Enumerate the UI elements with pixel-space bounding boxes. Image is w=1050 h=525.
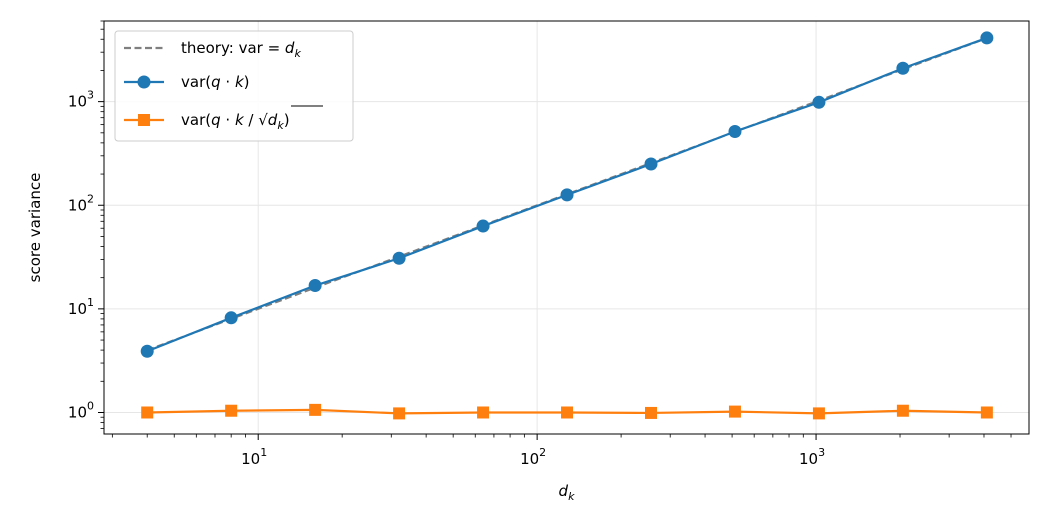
series-2-point (309, 403, 322, 416)
x-tick-label: 101 (241, 446, 267, 468)
series-2-point (561, 406, 574, 419)
series-1-point (980, 31, 994, 45)
y-tick-label: 103 (68, 89, 94, 111)
series-1-point (812, 95, 826, 109)
series-2-point (812, 407, 825, 420)
series-2-point (225, 404, 238, 417)
legend-entries: theory: var = dk var(q · k) var(q · k / √d… (124, 39, 323, 132)
axes-frame (103, 20, 1030, 435)
series-2-point (393, 407, 406, 420)
legend-label-0: theory: var = dk (181, 39, 301, 60)
legend-swatch-marker-2 (138, 114, 150, 126)
series-2-point (645, 406, 658, 419)
series-1-point (896, 61, 910, 75)
series-1-point (224, 311, 238, 325)
legend-box (114, 30, 354, 142)
y-tick-label: 101 (68, 296, 94, 318)
ticks: 101 102 103 100 101 102 103 (68, 20, 1012, 468)
series-layer (140, 31, 994, 420)
legend-swatch-marker-1 (137, 75, 151, 89)
series-2-point (980, 406, 993, 419)
series-1-point (392, 251, 406, 265)
x-tick-label: 103 (799, 446, 825, 468)
y-axis-label: score variance (26, 173, 44, 283)
series-2-point (477, 406, 490, 419)
series-2-point (141, 406, 154, 419)
legend-label-1: var(q · k) (181, 73, 249, 91)
series-1-point (560, 188, 574, 202)
x-axis-label: dk (559, 482, 576, 503)
series-2-point (728, 405, 741, 418)
series-1-point (728, 124, 742, 138)
sqrt-sign: √ (258, 111, 268, 129)
series-1-point (644, 157, 658, 171)
x-tick-label: 102 (520, 446, 546, 468)
y-tick-label: 100 (68, 399, 94, 421)
legend: theory: var = dk var(q · k) var(q · k / √d… (114, 30, 354, 142)
legend-label-2: var(q · k / √dk) (181, 111, 290, 132)
series-1-point (476, 219, 490, 233)
series-1-point (140, 344, 154, 358)
y-tick-label: 102 (68, 192, 94, 214)
series-1-point (308, 279, 322, 293)
series-2-point (896, 404, 909, 417)
